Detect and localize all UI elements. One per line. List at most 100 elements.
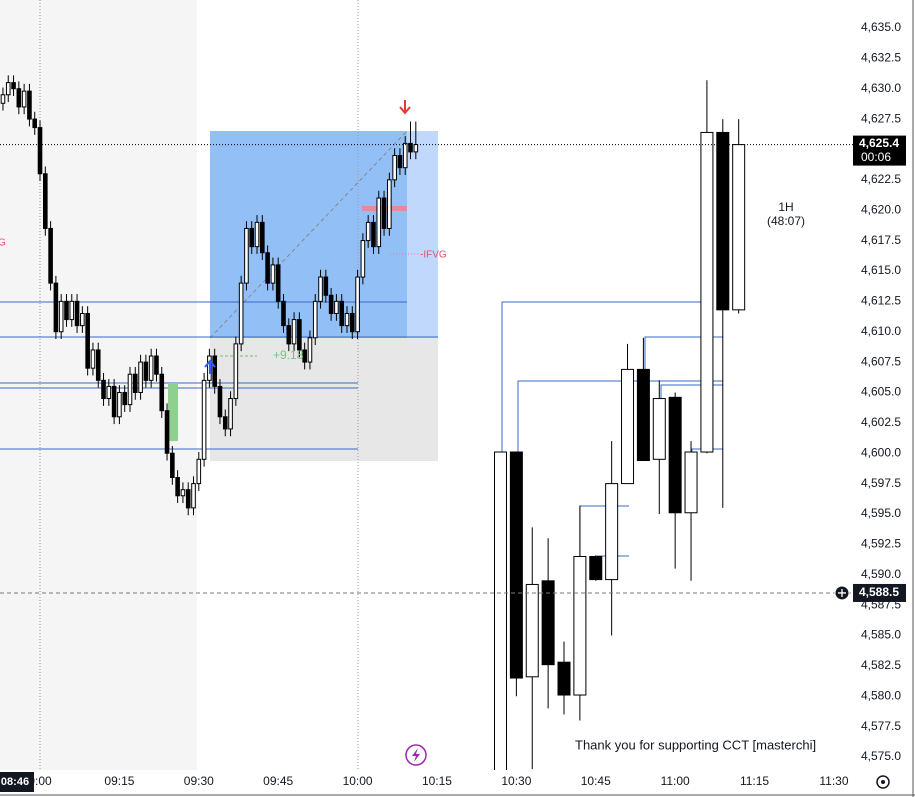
candle-body [318,276,323,302]
level-line [517,380,723,460]
candle-body [413,144,419,153]
candle-body [573,556,587,696]
crosshair-time-label: 08:46 [1,776,29,788]
candle-body [339,300,345,327]
candle-body [275,264,281,302]
alert-icon[interactable] [405,744,427,766]
candle-body [101,379,106,400]
candle-body [323,276,329,296]
y-tick-label: 4,622.5 [861,172,901,186]
candle-body [302,349,307,363]
x-tick-label: 10:15 [422,774,452,788]
candle-body [360,240,366,278]
candle-body [668,396,682,514]
x-tick-label: 10:30 [501,774,531,788]
candle-body [11,82,16,90]
crosshair-price-label: 4,588.5 [859,585,899,599]
y-tick-label: 4,580.0 [861,688,901,702]
candle-body [58,300,64,333]
y-tick-label: 4,620.0 [861,202,901,216]
green-marker [168,383,178,441]
candles [0,75,746,770]
y-tick-label: 4,632.5 [861,50,901,64]
y-tick-label: 4,605.0 [861,385,901,399]
candle-body [212,355,217,387]
candle-body [716,131,730,311]
candle-body [392,155,397,181]
last-price-label: 4,625.4 [859,136,899,150]
candle-body [138,361,143,393]
candle-body [37,127,43,175]
candle-body [291,319,297,345]
candle-body [201,379,207,460]
alert-circle [405,744,427,766]
candle-body [312,300,318,339]
gear-hub [881,780,885,784]
candle-body [244,227,249,284]
candle-body [0,94,6,104]
y-tick-label: 4,615.0 [861,263,901,277]
sell-arrow [399,100,411,115]
x-tick-label: 10:00 [343,774,373,788]
candle-body [164,410,170,454]
candle-body [217,385,223,418]
candle-body [228,398,233,430]
candle-body [397,155,403,169]
crosshair-time-box [0,772,34,792]
settings-icon[interactable] [876,775,890,789]
candle-body [684,451,698,514]
candle-body [127,373,133,406]
y-tick-label: 4,597.5 [861,476,901,490]
x-tick-label: 09:30 [184,774,214,788]
ifvg-label: -IFVG [420,250,447,261]
y-tick-label: 4,590.0 [861,567,901,581]
target-zone-extension [407,131,438,338]
crosshair-add-plus [838,588,846,597]
candle-body [605,483,619,581]
candle-body [85,312,90,369]
candle-body [148,355,154,381]
stop-zone [210,338,438,461]
buy-arrow [204,359,216,374]
y-tick-label: 4,607.5 [861,354,901,368]
fvg-label: G [0,238,6,249]
crosshair-price-box [853,583,906,602]
candle-body [493,451,507,770]
candle-body [191,483,196,509]
last-price-box [853,135,906,166]
x-tick-label: 11:00 [661,774,690,788]
candle-body [621,368,635,485]
candle-body [180,489,186,497]
candle-body [90,349,96,369]
candle-body [260,221,265,254]
candle-body [21,90,27,108]
candle-body [371,221,376,248]
candle-body [349,312,355,333]
candle-body [27,90,32,120]
candle-body [16,88,22,108]
candle-body [652,398,666,460]
candle-body [281,300,286,327]
candle-body [53,282,59,333]
x-tick-label: 11:30 [819,774,848,788]
candle-body [307,337,313,363]
candle-body [48,227,53,284]
candle-body [132,373,138,393]
axes: 4,575.04,577.54,580.04,582.54,585.04,587… [0,20,906,792]
candle-body [111,385,117,418]
candle-body [509,451,523,679]
y-tick-label: 4,627.5 [861,111,901,125]
candle-body [270,264,276,284]
candle-body [328,294,334,314]
y-tick-label: 4,602.5 [861,415,901,429]
candle-body [5,82,11,96]
candle-body [557,661,571,696]
candle-body [286,325,292,345]
candle-body [525,583,539,678]
candle-body [95,349,101,381]
y-tick-label: 4,577.5 [861,719,901,733]
interval-label: 1H [778,200,793,214]
candle-body [233,343,239,400]
candle-body [334,300,339,314]
y-tick-label: 4,582.5 [861,658,901,672]
